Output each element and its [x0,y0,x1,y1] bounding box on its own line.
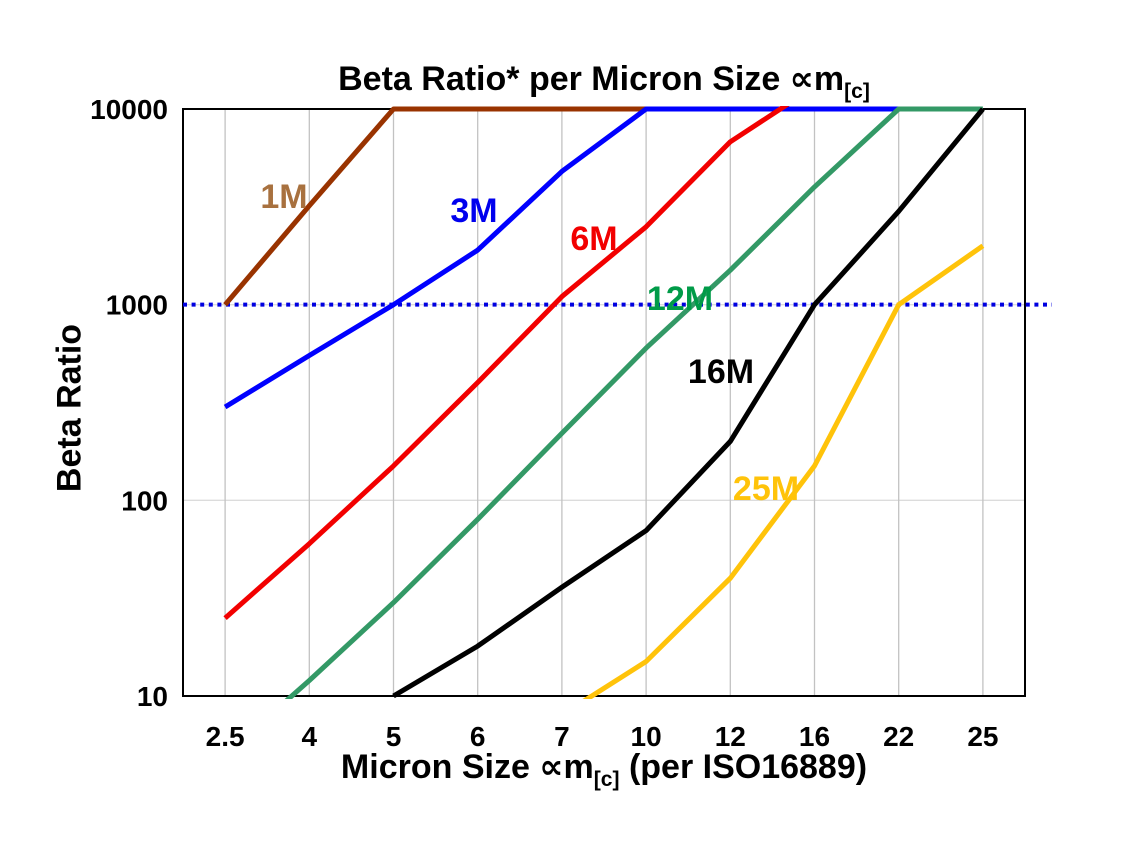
y-tick-label-10000: 10000 [90,94,168,125]
x-tick-label-7: 7 [554,721,570,752]
series-line-12M [284,106,983,699]
x-tick-label-16: 16 [799,721,830,752]
x-axis-title-text: Micron Size ∝m [340,748,594,786]
x-tick-label-22: 22 [883,721,914,752]
series-group [223,106,985,699]
series-label-3M: 3M [450,192,497,230]
y-tick-label-1000: 1000 [106,290,168,321]
y-tick-label-10: 10 [137,681,168,712]
y-axis-title: Beta Ratio [50,323,89,493]
series-line-1M [223,106,647,307]
series-label-12M: 12M [647,280,713,318]
series-line-25M [582,243,985,699]
x-tick-label-12: 12 [715,721,746,752]
series-line-16M [392,107,985,699]
x-tick-label-5: 5 [386,721,402,752]
series-line-3M [223,106,899,410]
x-axis-title: Micron Size ∝m[c] (per ISO16889) [183,748,1025,791]
y-tick-label-100: 100 [121,485,168,516]
x-axis-title-subscript: [c] [593,767,620,791]
x-tick-label-4: 4 [302,721,318,752]
x-axis-title-tail: (per ISO16889) [619,748,868,786]
chart-title-text: Beta Ratio* per Micron Size ∝m [338,60,845,98]
series-label-25M: 25M [733,470,799,508]
chart-title-subscript: [c] [844,79,870,103]
x-tick-label-2.5: 2.5 [206,721,245,752]
x-tick-label-6: 6 [470,721,486,752]
series-label-1M: 1M [260,178,307,216]
series-label-16M: 16M [688,353,754,391]
x-tick-label-10: 10 [631,721,662,752]
x-tick-label-25: 25 [967,721,998,752]
series-line-6M [223,106,790,620]
series-label-6M: 6M [570,220,617,258]
chart-title: Beta Ratio* per Micron Size ∝m[c] [183,60,1025,103]
